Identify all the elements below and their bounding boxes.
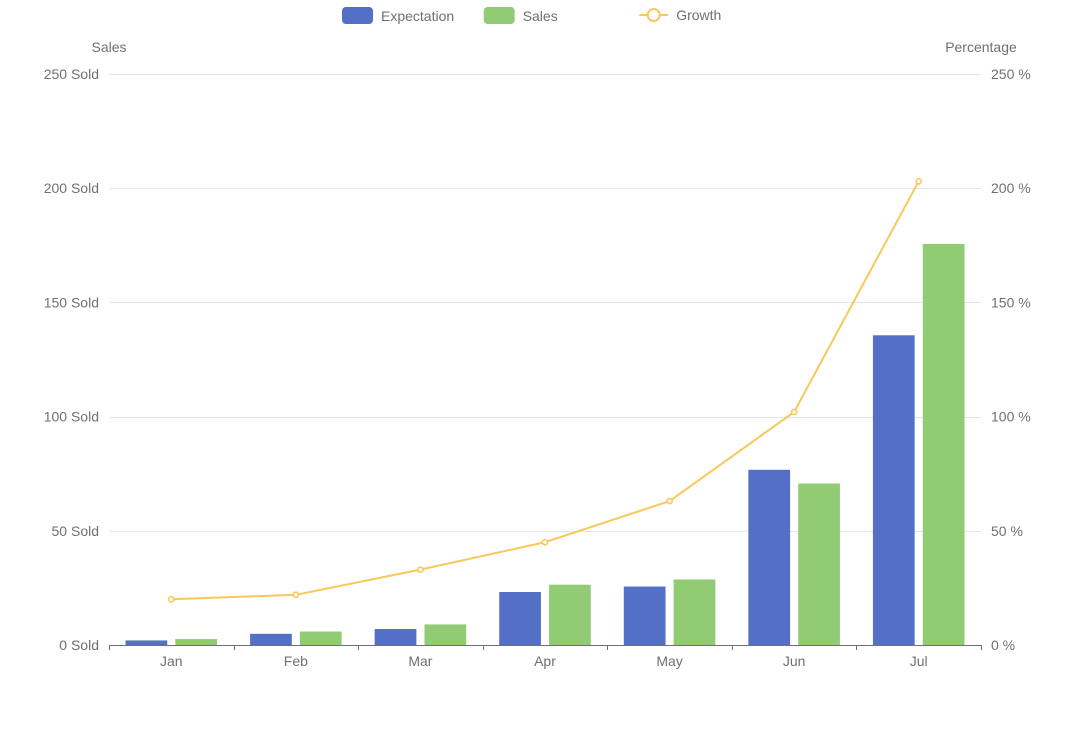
- bar-sales-apr[interactable]: [549, 584, 591, 645]
- y-left-tick-label: 150 Sold: [44, 294, 99, 310]
- legend-label-expectation: Expectation: [381, 8, 454, 24]
- bar-series-group: [125, 243, 965, 645]
- bar-expectation-jul[interactable]: [872, 335, 915, 645]
- y-right-tick-label: 0 %: [991, 637, 1015, 653]
- point-growth-may[interactable]: [666, 497, 673, 505]
- y-left-tick-label: 50 Sold: [52, 523, 99, 539]
- x-tick-label-jan: Jan: [160, 653, 183, 669]
- legend-marker-growth: [646, 8, 661, 22]
- bar-expectation-jan[interactable]: [125, 640, 168, 645]
- bar-sales-jun[interactable]: [798, 483, 840, 645]
- legend-item-expectation[interactable]: Expectation: [342, 7, 454, 24]
- bar-expectation-may[interactable]: [623, 586, 666, 645]
- point-growth-apr[interactable]: [541, 538, 549, 546]
- axes: 0 Sold 50 Sold 100 Sold 150 Sold 200 Sold 250…: [44, 66, 1031, 669]
- bar-sales-jan[interactable]: [175, 639, 218, 645]
- legend-swatch-sales: [483, 7, 515, 24]
- point-growth-mar[interactable]: [417, 566, 424, 574]
- legend-swatch-expectation: [342, 7, 373, 24]
- y-right-tick-label: 50 %: [991, 523, 1023, 539]
- y-right-tick-label: 100 %: [991, 409, 1031, 425]
- y-left-tick-label: 250 Sold: [44, 66, 99, 82]
- y-left-axis-title: Sales: [91, 39, 126, 55]
- y-right-tick-label: 150 %: [991, 294, 1031, 310]
- bar-expectation-jun[interactable]: [748, 469, 791, 645]
- point-growth-feb[interactable]: [292, 591, 300, 599]
- bar-sales-feb[interactable]: [299, 631, 342, 645]
- bar-expectation-feb[interactable]: [250, 633, 292, 645]
- y-right-tick-label: 200 %: [991, 180, 1031, 196]
- legend-item-growth[interactable]: Growth: [639, 7, 721, 23]
- y-right-axis-title: Percentage: [945, 39, 1017, 55]
- x-tick-label-jul: Jul: [910, 653, 928, 669]
- x-tick-label-mar: Mar: [408, 653, 432, 669]
- bar-expectation-mar[interactable]: [374, 629, 417, 645]
- x-tick-label-apr: Apr: [534, 653, 556, 669]
- bar-sales-jul[interactable]: [922, 243, 965, 645]
- y-left-tick-label: 100 Sold: [44, 409, 99, 425]
- legend-item-sales[interactable]: Sales: [483, 7, 558, 24]
- gridlines: [109, 74, 981, 532]
- bar-expectation-apr[interactable]: [499, 592, 541, 645]
- y-left-tick-label: 0 Sold: [59, 637, 99, 653]
- point-growth-jan[interactable]: [167, 595, 175, 603]
- x-tick-label-jun: Jun: [783, 653, 806, 669]
- y-right-tick-label: 250 %: [991, 66, 1031, 82]
- legend-label-growth: Growth: [676, 7, 721, 23]
- legend-label-sales: Sales: [523, 8, 558, 24]
- bar-sales-may[interactable]: [673, 579, 716, 645]
- y-left-tick-label: 200 Sold: [44, 180, 99, 196]
- axis-titles: Sales Percentage: [91, 39, 1017, 55]
- x-tick-label-feb: Feb: [284, 653, 308, 669]
- point-growth-jul[interactable]: [915, 177, 923, 185]
- x-tick-label-may: May: [656, 653, 682, 669]
- line-series-group: [167, 177, 923, 603]
- point-growth-jun[interactable]: [790, 408, 798, 416]
- legend[interactable]: Expectation Sales Growth: [342, 7, 721, 24]
- bar-sales-mar[interactable]: [424, 624, 467, 645]
